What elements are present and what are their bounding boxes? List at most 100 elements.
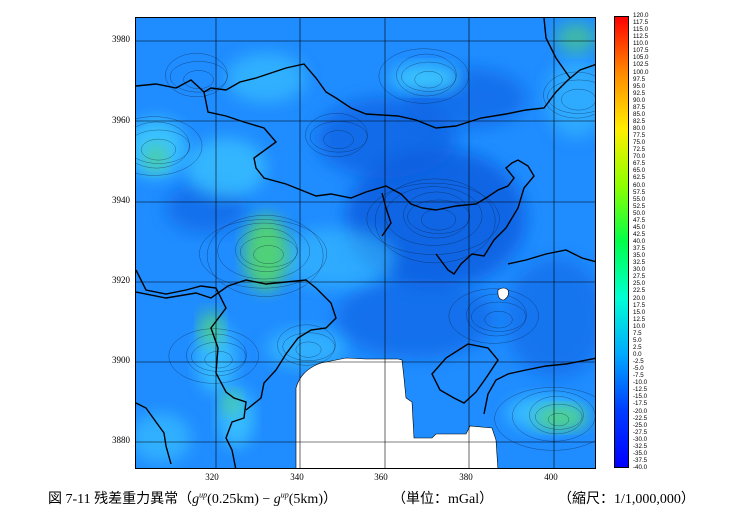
grid-lines: [136, 18, 595, 468]
color-scale-label: 112.5: [633, 33, 649, 41]
caption-figure-label: 図 7-11 残差重力異常（: [48, 492, 193, 507]
contour-line: [295, 341, 322, 358]
contour-line: [385, 186, 483, 246]
anomaly-shading: [136, 23, 595, 463]
anomaly-blob: [556, 23, 595, 53]
color-scale-label: 77.5: [633, 132, 646, 140]
x-tick-label: 340: [290, 472, 304, 482]
anomaly-blob: [316, 98, 456, 178]
contour-line: [366, 182, 500, 255]
color-scale-label: 10.0: [633, 322, 646, 330]
contour-line: [471, 301, 527, 332]
contour-line: [199, 219, 328, 289]
color-scale-label: 107.5: [633, 47, 649, 55]
contour-lines: [136, 48, 595, 451]
no-data-area: [295, 287, 509, 468]
color-scale-label: 2.5: [633, 343, 642, 351]
contour-line: [374, 178, 496, 264]
color-scale-label: 45.0: [633, 223, 646, 231]
color-scale-label: 85.0: [633, 110, 646, 118]
color-scale-label: 15.0: [633, 308, 646, 316]
color-scale-label: 27.5: [633, 273, 646, 281]
color-scale-label: -12.5: [633, 386, 648, 394]
caption-scale: （縮尺：1/1,000,000）: [558, 492, 695, 507]
contour-line: [136, 121, 190, 169]
anomaly-blob: [391, 64, 461, 92]
color-scale-label: 0.0: [633, 351, 642, 358]
contour-line: [543, 71, 595, 119]
color-scale-label: 72.5: [633, 146, 646, 154]
anomaly-blob: [506, 258, 595, 378]
contour-line: [378, 48, 469, 104]
contour-line: [547, 413, 570, 427]
color-scale-label: 37.5: [633, 245, 646, 253]
color-scale-label: 102.5: [633, 61, 649, 69]
contour-line: [414, 71, 443, 89]
caption-g2: g: [273, 492, 281, 507]
caption-sup1: up: [199, 490, 208, 500]
anomaly-blob: [144, 144, 168, 172]
color-scale-label: -22.5: [633, 414, 648, 422]
color-scale-label: 55.0: [633, 195, 646, 203]
contour-line: [403, 191, 470, 239]
color-scale-label: 60.0: [633, 181, 646, 189]
color-scale-label: 105.0: [633, 54, 649, 62]
y-tick-label: 3920: [112, 275, 130, 285]
contour-line: [407, 199, 471, 234]
color-scale-label: -40.0: [633, 464, 648, 471]
color-scale-label: 17.5: [633, 301, 646, 309]
color-scale-label: 32.5: [633, 259, 646, 267]
contour-line: [466, 293, 527, 337]
color-scale-label: 52.5: [633, 202, 646, 210]
contour-line: [282, 332, 335, 361]
contour-line: [561, 88, 595, 111]
color-scale-label: 5.0: [633, 336, 642, 344]
color-scale-label: 12.5: [633, 315, 646, 323]
caption-sup2: up: [280, 490, 289, 500]
color-scale-label: 30.0: [633, 266, 646, 274]
contour-line: [277, 324, 336, 366]
color-scale-label: 92.5: [633, 89, 646, 97]
y-tick-label: 3880: [112, 435, 130, 445]
anomaly-blob: [535, 406, 587, 430]
color-scale-label: 87.5: [633, 103, 646, 111]
contour-line: [448, 288, 539, 344]
caption-g1: g: [192, 492, 200, 507]
color-scale-label: 40.0: [633, 238, 646, 245]
caption-unit: （単位：mGal）: [392, 492, 494, 507]
contour-line: [136, 116, 203, 176]
color-scale-label: 65.0: [633, 167, 646, 175]
color-scale-label: 80.0: [633, 125, 646, 132]
contour-line: [235, 228, 298, 272]
color-scale-label: 110.0: [633, 40, 649, 48]
anomaly-blob: [276, 228, 396, 288]
color-scale-label: 62.5: [633, 174, 646, 182]
color-scale-label: 7.5: [633, 329, 642, 337]
contour-line: [217, 222, 310, 280]
contour-line: [183, 70, 214, 89]
color-scale-label: 90.0: [633, 96, 646, 104]
anomaly-blob: [221, 391, 241, 415]
color-scale-label: -17.5: [633, 400, 648, 408]
contour-line: [165, 53, 228, 97]
anomaly-blob: [186, 138, 266, 198]
color-scale-label: -7.5: [633, 372, 644, 380]
x-tick-label: 400: [544, 472, 558, 482]
color-scale-label: 120.0: [633, 12, 649, 19]
contour-line: [253, 245, 284, 264]
color-scale-label: -35.0: [633, 449, 648, 457]
contour-line: [547, 79, 595, 114]
caption-arg1: (0.25km) −: [207, 492, 274, 507]
anomaly-blob: [546, 58, 595, 138]
contour-line: [204, 351, 233, 369]
color-scale-label: -10.0: [633, 379, 648, 387]
color-scale-label: -20.0: [633, 407, 648, 415]
map-canvas: [136, 18, 595, 468]
contour-line: [401, 61, 457, 92]
x-tick-label: 360: [374, 472, 388, 482]
color-scale-label: 82.5: [633, 117, 646, 125]
color-scale-label: -2.5: [633, 358, 644, 366]
contour-line: [396, 53, 457, 97]
color-scale-label: 67.5: [633, 160, 646, 168]
contour-line: [141, 138, 176, 161]
